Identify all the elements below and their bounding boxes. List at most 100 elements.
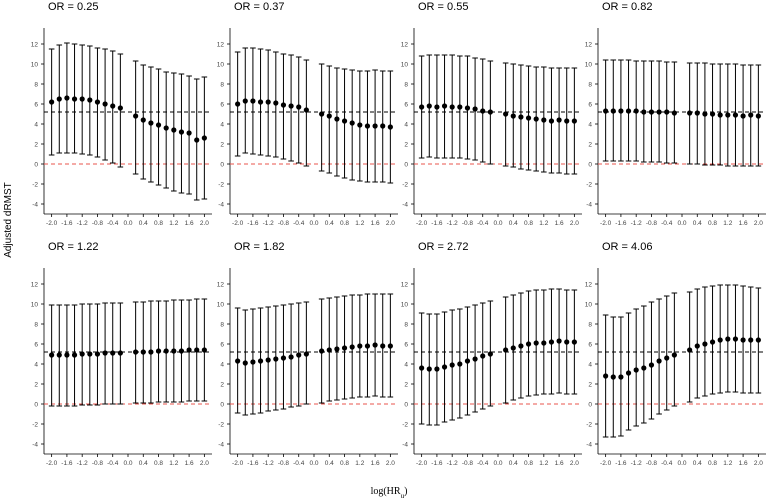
data-point [603,373,609,379]
x-tick-label: 0.4 [509,460,518,467]
data-point [503,111,509,117]
data-point [303,107,309,113]
x-tick-label: 0.0 [677,220,686,227]
y-tick-label: 2 [220,381,224,388]
data-point [201,135,207,141]
data-point [571,118,577,124]
x-tick-label: 0.8 [524,220,533,227]
x-tick-label: 0.8 [340,460,349,467]
data-point [625,370,632,376]
data-point [694,110,700,116]
y-tick-label: 2 [588,381,592,388]
y-tick-label: 10 [217,301,225,308]
x-tick-label: -1.6 [615,460,627,467]
y-tick-label: 8 [588,81,592,88]
x-axis-title: log(HRu) [371,486,408,500]
data-point [64,95,70,101]
data-point [201,347,207,353]
y-tick-label: 4 [404,361,408,368]
data-point [434,366,440,372]
y-tick-label: 6 [404,101,408,108]
x-tick-label: -0.4 [293,220,305,227]
x-tick-label: -0.4 [661,220,673,227]
data-point [186,347,192,353]
data-point [163,348,169,354]
data-point [171,127,177,133]
y-tick-label: 10 [31,61,39,68]
data-point [541,117,547,123]
x-tick-label: -1.2 [447,220,459,227]
data-point [702,341,708,347]
x-tick-label: -0.8 [278,220,290,227]
data-point [178,129,185,135]
data-point [242,98,248,104]
x-tick-label: 0.8 [708,460,717,467]
x-tick-label: 0.0 [309,460,318,467]
data-point [56,96,62,102]
data-point [110,103,116,109]
data-point [364,123,371,129]
x-tick-label: 0.4 [139,220,148,227]
data-point [280,102,287,108]
data-point [564,339,570,345]
panel-title: OR = 0.55 [418,1,468,13]
data-point [457,361,463,367]
data-point [732,336,739,342]
data-point [155,122,162,128]
data-point [419,365,425,371]
data-point [687,347,693,353]
y-tick-label: 2 [34,141,38,148]
data-point [303,351,309,357]
data-point [257,358,264,364]
x-tick-label: -1.2 [631,460,643,467]
x-tick-label: -1.2 [77,220,89,227]
y-tick-label: -2 [402,421,408,428]
data-point [503,347,509,353]
data-point [273,356,279,362]
data-point [664,355,670,361]
data-point [319,111,325,117]
y-tick-label: 4 [220,121,224,128]
y-tick-label: 6 [588,101,592,108]
x-tick-label: -1.6 [61,460,73,467]
x-tick-label: 0.8 [154,220,163,227]
y-tick-label: -2 [218,421,224,428]
data-point [87,351,93,357]
data-point [694,343,700,349]
y-tick-label: -4 [402,201,408,208]
data-point [140,117,146,123]
data-point [372,342,378,348]
data-point [525,115,532,121]
panel: OR = 0.55 -4 -2 0 2 4 6 8 10 12 -2.0 -1.6 -1.2 -0.8 -0… [401,1,582,227]
data-point [480,108,486,114]
data-point [140,349,146,355]
data-point [194,347,200,353]
data-point [419,104,425,110]
x-tick-label: -0.8 [462,220,474,227]
x-tick-label: -0.4 [107,220,119,227]
y-tick-label: 0 [404,161,408,168]
data-point [133,349,139,355]
x-tick-label: -2.0 [46,460,58,467]
x-tick-label: 0.0 [493,220,502,227]
data-point [387,124,393,130]
y-tick-label: 8 [588,321,592,328]
data-point [102,101,108,107]
y-tick-label: 12 [401,281,409,288]
data-point [326,113,332,119]
data-point [357,343,363,349]
y-tick-label: 6 [220,341,224,348]
y-tick-label: 0 [404,401,408,408]
data-point [687,110,693,116]
y-tick-label: -2 [32,181,38,188]
data-point [748,337,754,343]
y-tick-label: -2 [32,421,38,428]
data-point [717,337,723,343]
x-tick-label: -2.0 [46,220,58,227]
x-tick-label: 1.6 [371,460,380,467]
y-tick-label: 8 [34,81,38,88]
data-point [296,104,302,110]
data-point [755,113,761,119]
y-tick-label: -4 [218,441,224,448]
